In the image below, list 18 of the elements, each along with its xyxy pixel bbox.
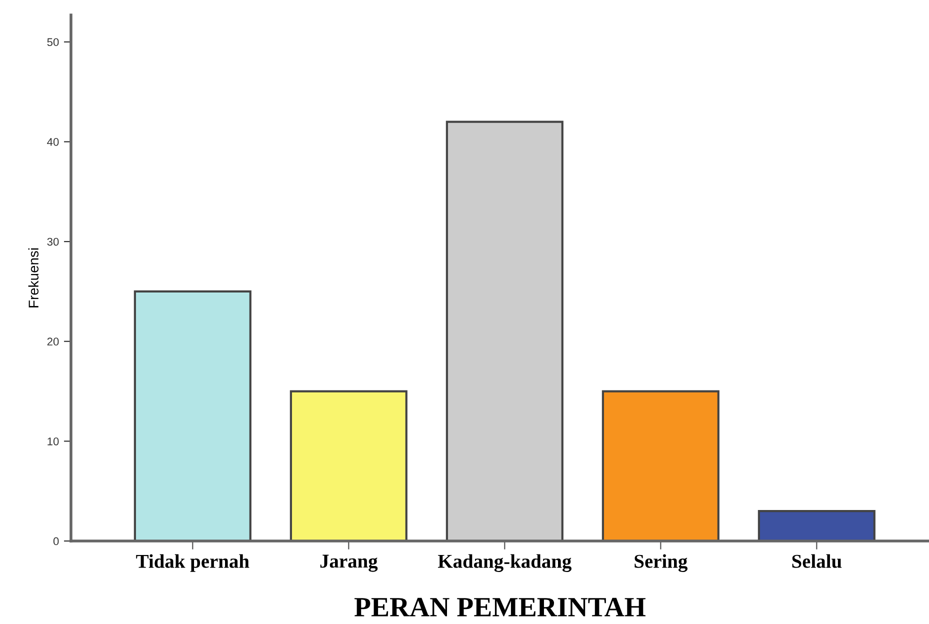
y-tick-label: 20	[47, 338, 59, 346]
x-tick-label: Selalu	[792, 554, 842, 568]
x-axis-title: PERAN PEMERINTAH	[354, 598, 646, 616]
y-axis-title: Frekuensi	[28, 248, 39, 308]
y-tick-label: 10	[48, 437, 59, 446]
bar	[602, 390, 720, 542]
bar	[758, 510, 876, 542]
bar	[290, 390, 408, 542]
x-tick-label: Jarang	[320, 554, 378, 572]
y-tick-label: 30	[47, 238, 59, 246]
bar	[134, 290, 252, 542]
y-tick-label: 0	[53, 537, 59, 546]
bar	[446, 120, 564, 542]
x-tick-label: Sering	[634, 554, 688, 572]
y-tick-label: 50	[47, 38, 59, 46]
x-tick-label: Kadang-kadang	[438, 554, 572, 572]
x-tick-label: Tidak pernah	[136, 554, 250, 572]
y-tick-label: 40	[47, 138, 59, 146]
